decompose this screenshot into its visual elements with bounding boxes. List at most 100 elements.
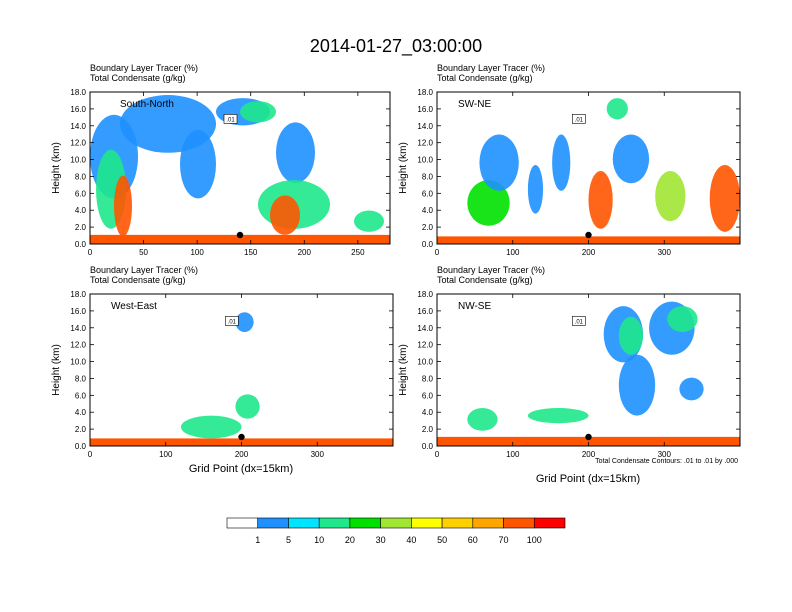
panel-name-label: NW-SE — [458, 301, 491, 312]
shading-cloud — [527, 408, 589, 424]
x-tick-label: 200 — [582, 450, 596, 459]
y-tick-label: 2.0 — [75, 223, 87, 232]
x-tick-label: 0 — [435, 248, 440, 257]
colorbar-swatch — [349, 517, 381, 529]
shading-cloud — [618, 316, 644, 355]
shading-cloud — [180, 415, 242, 439]
shading-band — [90, 234, 390, 244]
shading-cloud — [667, 306, 698, 332]
y-axis-label: Height (km) — [51, 142, 62, 194]
position-marker — [236, 231, 244, 239]
colorbar-label: 20 — [345, 535, 355, 545]
contour-label-box — [572, 114, 586, 124]
panel-subtitle-condensate: Total Condensate (g/kg) — [437, 275, 533, 285]
x-tick-label: 300 — [658, 248, 672, 257]
shading-cloud — [235, 394, 260, 419]
x-axis-label: Grid Point (dx=15km) — [536, 473, 640, 485]
y-tick-label: 10.0 — [417, 156, 433, 165]
colorbar-label: 60 — [468, 535, 478, 545]
y-tick-label: 6.0 — [422, 189, 434, 198]
shading-cloud — [354, 210, 384, 232]
x-tick-label: 100 — [190, 248, 204, 257]
shading-cloud — [114, 175, 132, 237]
x-tick-label: 0 — [88, 248, 93, 257]
plot-area: .01 — [90, 312, 393, 446]
colorbar-label: 30 — [376, 535, 386, 545]
shading-cloud — [479, 134, 519, 191]
shading-cloud — [588, 171, 613, 229]
y-tick-label: 6.0 — [75, 391, 87, 400]
x-tick-label: 300 — [311, 450, 325, 459]
panel-name-label: South-North — [120, 99, 174, 110]
x-tick-label: 200 — [235, 450, 249, 459]
y-tick-label: 4.0 — [422, 408, 434, 417]
panel-nw-se: Boundary Layer Tracer (%) Total Condensa… — [398, 265, 741, 485]
colorbar-swatch — [441, 517, 474, 529]
contour-label: .01 — [575, 117, 584, 123]
colorbar-label: 40 — [406, 535, 416, 545]
shading-cloud — [467, 180, 510, 226]
x-axis: 0 100 200 300 — [88, 294, 325, 459]
x-tick-label: 0 — [88, 450, 93, 459]
shading-cloud — [527, 164, 544, 214]
x-tick-label: 0 — [435, 450, 440, 459]
shading-cloud — [235, 312, 254, 332]
panel-subtitle-condensate: Total Condensate (g/kg) — [90, 73, 186, 83]
x-tick-label: 150 — [244, 248, 258, 257]
x-tick-label: 300 — [658, 450, 672, 459]
shading-cloud — [240, 101, 276, 123]
y-tick-label: 0.0 — [422, 240, 434, 249]
y-tick-label: 10.0 — [70, 156, 86, 165]
plot-area: .01 — [437, 98, 740, 244]
x-tick-label: 200 — [298, 248, 312, 257]
shading-cloud — [612, 134, 650, 184]
y-tick-label: 14.0 — [70, 122, 86, 131]
shading-cloud — [467, 408, 498, 431]
plot-area: .01 — [90, 95, 390, 244]
y-tick-label: 16.0 — [417, 105, 433, 114]
panel-name-label: West-East — [111, 301, 157, 312]
x-axis: 0 50 100 150 200 250 — [88, 92, 365, 257]
colorbar-label: 1 — [255, 535, 260, 545]
contour-label-box — [223, 114, 238, 124]
x-axis: 0 100 200 300 — [435, 294, 672, 459]
x-tick-label: 100 — [506, 450, 520, 459]
y-axis-label: Height (km) — [51, 344, 62, 396]
contour-label-box — [225, 316, 239, 326]
y-tick-label: 12.0 — [70, 139, 86, 148]
shading-cloud — [180, 130, 216, 199]
colorbar-swatch — [411, 517, 443, 529]
colorbar-swatch — [533, 517, 566, 529]
y-tick-label: 12.0 — [70, 341, 86, 350]
contour-label: .01 — [575, 319, 584, 325]
y-tick-label: 18.0 — [417, 290, 433, 299]
panel-subtitle-tracer: Boundary Layer Tracer (%) — [90, 63, 198, 73]
contour-label: .01 — [228, 319, 237, 325]
colorbar-label: 50 — [437, 535, 447, 545]
y-tick-label: 12.0 — [417, 341, 433, 350]
shading-cloud — [270, 195, 300, 235]
panel-subtitle-tracer: Boundary Layer Tracer (%) — [437, 63, 545, 73]
panel-subtitle-tracer: Boundary Layer Tracer (%) — [90, 265, 198, 275]
y-tick-label: 2.0 — [75, 425, 87, 434]
colorbar-label: 10 — [314, 535, 324, 545]
y-axis: 0.0 2.0 4.0 6.0 8.0 10.0 12.0 14.0 16.0 18.0 — [70, 88, 390, 249]
y-tick-label: 14.0 — [417, 122, 433, 131]
colorbar-swatch — [318, 517, 351, 529]
y-tick-label: 8.0 — [75, 374, 87, 383]
colorbar-label: 5 — [286, 535, 291, 545]
shading-cloud — [276, 122, 315, 184]
y-tick-label: 12.0 — [417, 139, 433, 148]
y-tick-label: 16.0 — [417, 307, 433, 316]
shading-cloud — [709, 164, 740, 232]
x-axis: 0 100 200 300 — [435, 92, 672, 257]
y-tick-label: 4.0 — [422, 206, 434, 215]
position-marker — [238, 433, 245, 441]
x-axis-label: Grid Point (dx=15km) — [189, 463, 293, 475]
y-tick-label: 8.0 — [422, 172, 434, 181]
position-marker — [585, 433, 592, 441]
colorbar-swatch — [472, 517, 504, 529]
y-axis: 0.0 2.0 4.0 6.0 8.0 10.0 12.0 14.0 16.0 18.0 — [417, 88, 740, 249]
shading-cloud — [606, 98, 628, 120]
